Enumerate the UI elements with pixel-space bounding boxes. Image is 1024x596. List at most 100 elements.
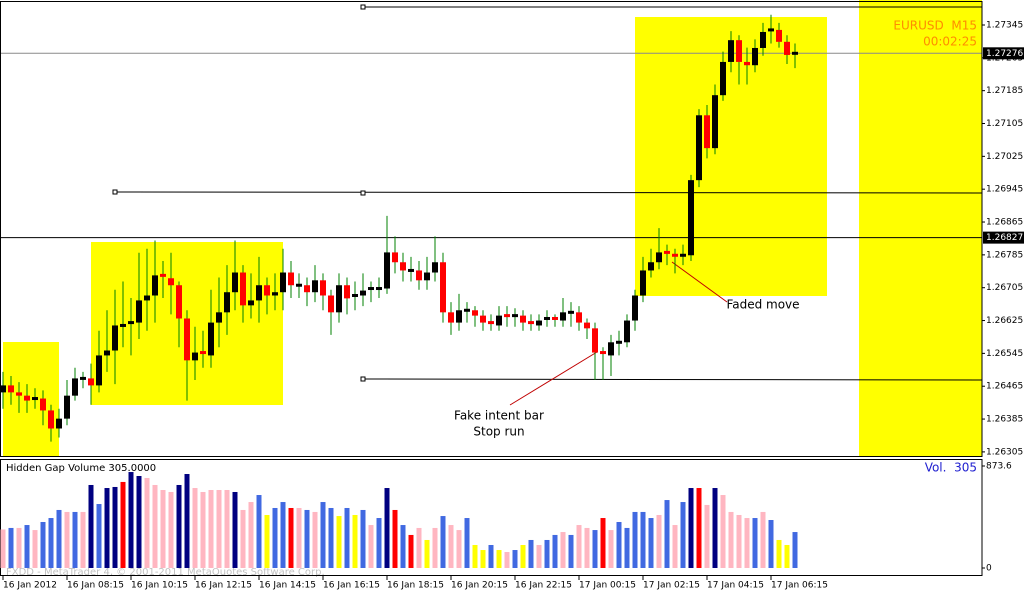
y-tick-label: 873.6 xyxy=(986,462,1012,472)
volume-bar xyxy=(272,507,278,568)
volume-bar xyxy=(96,504,102,568)
candle-body xyxy=(464,308,470,312)
candle-body xyxy=(80,376,86,380)
bar-timer: 00:02:25 xyxy=(923,35,977,49)
candle-body xyxy=(32,397,38,401)
candle-body xyxy=(352,293,358,297)
price-panel xyxy=(0,14,982,442)
volume-bar xyxy=(416,527,422,568)
candle-body xyxy=(192,352,198,361)
candle-body xyxy=(768,28,774,32)
volume-bar xyxy=(776,539,782,568)
volume-bar xyxy=(8,527,14,568)
line-handle xyxy=(360,4,366,10)
volume-bar xyxy=(736,514,742,568)
candle-body xyxy=(336,285,342,313)
volume-bar xyxy=(496,550,502,568)
candle-body xyxy=(536,320,542,326)
candle-body xyxy=(48,410,54,429)
volume-bar xyxy=(144,477,150,568)
y-tick-label: 1.26945 xyxy=(986,185,1023,195)
candle-body xyxy=(264,285,270,296)
volume-bar xyxy=(0,529,6,568)
volume-bar xyxy=(640,511,646,568)
candle-body xyxy=(64,395,70,419)
candle-body xyxy=(696,115,702,181)
candle-body xyxy=(416,270,422,281)
volume-bar xyxy=(760,511,766,568)
volume-bar xyxy=(568,534,574,568)
candle-body xyxy=(496,315,502,326)
y-tick-label: 1.26785 xyxy=(986,250,1023,260)
candle-body xyxy=(720,61,726,96)
volume-bar xyxy=(240,509,246,568)
volume-bar xyxy=(560,532,566,568)
volume-bar xyxy=(488,544,494,568)
candle-body xyxy=(656,252,662,263)
volume-bar xyxy=(280,502,286,568)
y-tick-label: 1.27345 xyxy=(986,20,1023,30)
panel-frame xyxy=(0,459,983,576)
volume-bar xyxy=(744,518,750,568)
volume-bar xyxy=(704,504,710,568)
y-tick-label: 1.26705 xyxy=(986,283,1023,293)
x-tick-label: 17 Jan 02:15 xyxy=(643,581,700,591)
candle-body xyxy=(624,320,630,343)
candle-body xyxy=(792,51,798,55)
candle-body xyxy=(304,285,310,293)
volume-bar xyxy=(400,525,406,568)
indicator-title: Hidden Gap Volume 305.0000 xyxy=(6,463,156,474)
candle-body xyxy=(168,278,174,286)
volume-bar xyxy=(208,490,214,568)
volume-bar xyxy=(520,544,526,568)
candle-body xyxy=(392,252,398,263)
price-label: 1.27276 xyxy=(986,49,1023,59)
candle-body xyxy=(544,316,550,320)
level-line xyxy=(362,378,983,381)
volume-bar xyxy=(752,518,758,568)
candle-body xyxy=(400,262,406,271)
y-tick-label: 1.26305 xyxy=(986,447,1023,457)
candle-body xyxy=(56,418,62,429)
candle-body xyxy=(160,273,166,277)
volume-bar xyxy=(152,484,158,568)
volume-bar xyxy=(672,525,678,568)
candle-body xyxy=(408,268,414,272)
volume-bar xyxy=(680,502,686,568)
volume-bar xyxy=(432,527,438,568)
volume-bar xyxy=(512,550,518,568)
candle-body xyxy=(424,272,430,281)
candle-body xyxy=(24,395,30,401)
candle-body xyxy=(344,285,350,299)
volume-bar xyxy=(464,518,470,568)
candle-body xyxy=(520,315,526,323)
volume-bar xyxy=(696,488,702,568)
volume-bar xyxy=(48,518,54,568)
volume-bar xyxy=(80,511,86,568)
candle-body xyxy=(664,250,670,254)
candle-body xyxy=(448,312,454,323)
candle-body xyxy=(224,292,230,313)
candle-body xyxy=(120,323,126,327)
candle-body xyxy=(376,287,382,291)
volume-bar xyxy=(192,488,198,568)
candle-body xyxy=(232,272,238,293)
volume-bar xyxy=(592,530,598,568)
candle-body xyxy=(432,262,438,273)
candle-body xyxy=(688,180,694,256)
candle-body xyxy=(296,283,302,287)
candle-body xyxy=(240,272,246,306)
candle-body xyxy=(752,47,758,66)
candle-body xyxy=(584,322,590,329)
volume-bar xyxy=(216,490,222,568)
volume-bar xyxy=(544,539,550,568)
x-tick-label: 16 Jan 18:15 xyxy=(387,581,444,591)
line-handle xyxy=(360,190,366,196)
candle-body xyxy=(0,385,6,393)
volume-bar xyxy=(104,488,110,568)
candle-body xyxy=(504,314,510,318)
volume-bar xyxy=(632,511,638,568)
volume-bar xyxy=(456,530,462,568)
candle-body xyxy=(640,270,646,296)
